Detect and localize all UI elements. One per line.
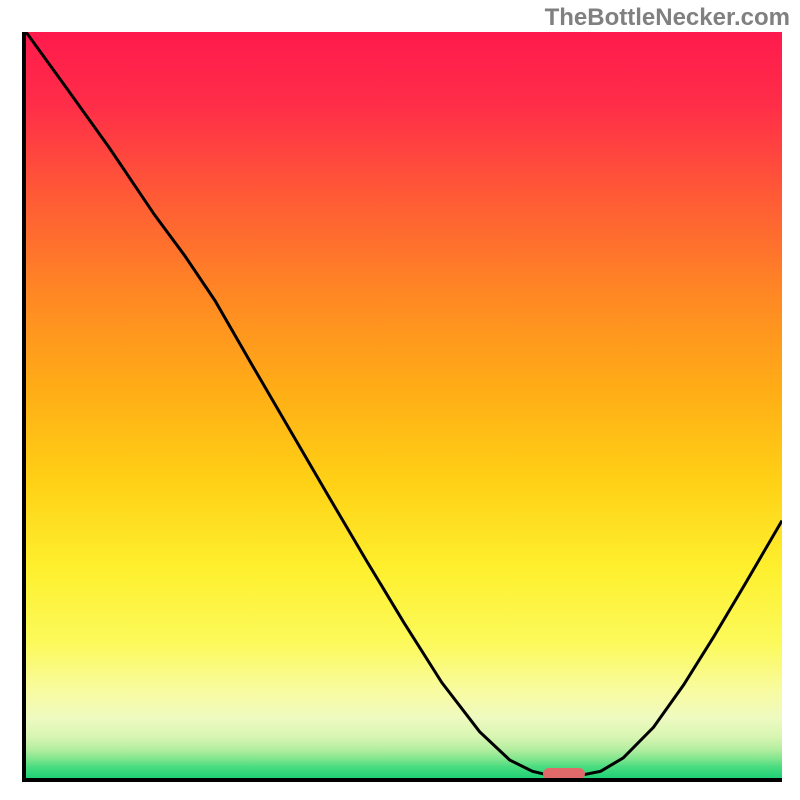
optimal-marker [543, 768, 585, 780]
plot-area [22, 32, 782, 782]
chart-container: TheBottleNecker.com [0, 0, 800, 800]
bottleneck-curve [26, 32, 782, 778]
watermark-text: TheBottleNecker.com [545, 4, 790, 32]
